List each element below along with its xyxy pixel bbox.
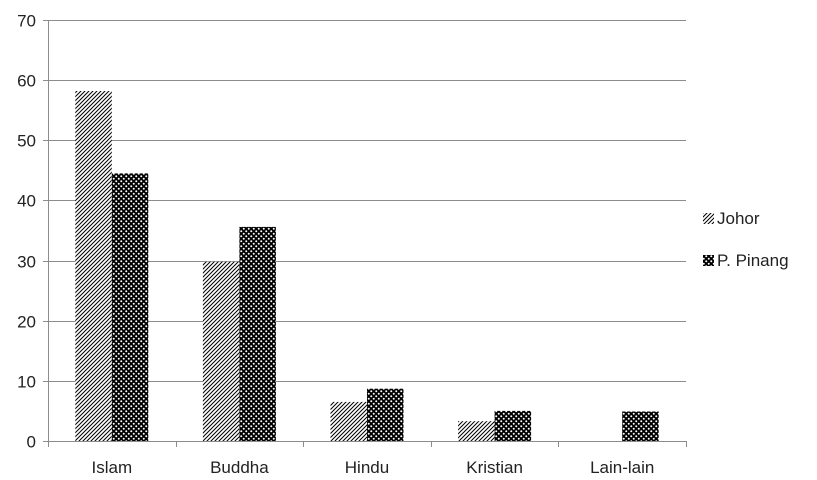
x-tick-label: Islam [91, 458, 132, 477]
legend: Johor P. Pinang [703, 209, 789, 270]
x-axis-labels: Islam Buddha Hindu Kristian Lain-lain [91, 458, 654, 477]
bar-p-pinang-kristian [494, 410, 532, 441]
bar-johor-hindu [330, 401, 367, 441]
bar-johor-kristian [458, 421, 495, 441]
x-tick-label: Hindu [345, 458, 389, 477]
legend-swatch-johor [703, 213, 714, 224]
legend-swatch-p-pinang [703, 255, 714, 266]
x-tick-label: Lain-lain [590, 458, 654, 477]
bar-p-pinang-islam [111, 173, 149, 441]
bar-johor-islam [75, 91, 112, 441]
x-tick-label: Buddha [210, 458, 269, 477]
y-tick-label: 0 [27, 433, 36, 452]
y-tick-label: 60 [17, 72, 36, 91]
y-axis-ticks: 0 10 20 30 40 50 60 70 [17, 12, 48, 452]
axes [48, 20, 687, 447]
bars [75, 91, 659, 441]
x-tick-label: Kristian [466, 458, 523, 477]
y-tick-label: 10 [17, 373, 36, 392]
legend-label: Johor [717, 209, 760, 228]
bar-p-pinang-hindu [367, 388, 404, 441]
y-tick-label: 70 [17, 12, 36, 31]
y-tick-label: 30 [17, 253, 36, 272]
y-tick-label: 20 [17, 313, 36, 332]
y-tick-label: 40 [17, 192, 36, 211]
bar-p-pinang-lain-lain [622, 411, 659, 441]
bar-p-pinang-buddha [239, 226, 276, 441]
legend-label: P. Pinang [717, 251, 789, 270]
y-tick-label: 50 [17, 132, 36, 151]
gridlines [48, 20, 686, 382]
bar-johor-buddha [202, 261, 240, 441]
